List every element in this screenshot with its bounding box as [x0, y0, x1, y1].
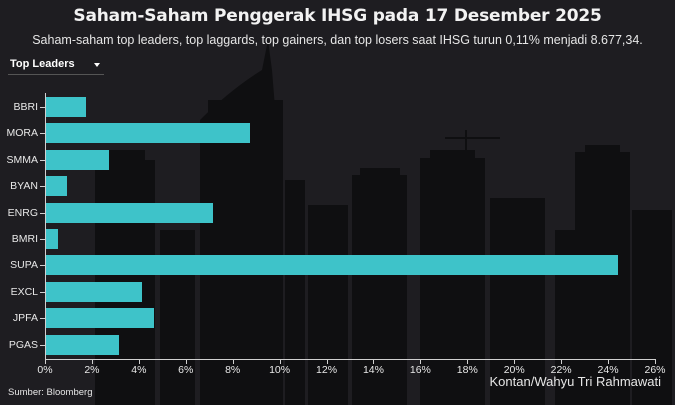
x-tick-label: 22% [550, 364, 572, 376]
bar-pgas[interactable] [46, 334, 119, 355]
category-label: MORA [6, 127, 39, 140]
x-tick [91, 360, 93, 364]
x-tick-label: 4% [131, 364, 147, 376]
x-tick-label: 14% [362, 364, 384, 376]
category-label: PGAS [8, 338, 38, 351]
y-tick [40, 212, 45, 214]
x-tick [467, 360, 469, 364]
x-tick [373, 360, 375, 364]
bar-enrg[interactable] [46, 202, 213, 223]
author-credit: Kontan/Wahyu Tri Rahmawati [489, 374, 661, 389]
chart-subtitle: Saham-saham top leaders, top laggards, t… [32, 33, 643, 47]
x-tick [420, 360, 422, 364]
category-label: BMRI [11, 233, 38, 245]
y-tick [40, 186, 45, 188]
x-tick-label: 12% [316, 364, 338, 376]
x-tick-label: 24% [597, 364, 619, 376]
category-label: ENRG [7, 206, 38, 219]
y-tick [40, 318, 45, 320]
category-label: EXCL [10, 285, 38, 298]
category-label: JPFA [12, 312, 38, 325]
category-label: BBRI [13, 101, 38, 113]
bar-supa[interactable] [46, 255, 618, 276]
y-tick [40, 239, 45, 240]
x-tick [655, 360, 656, 364]
bar-bmri[interactable] [46, 229, 58, 249]
category-label: SUPA [10, 259, 38, 272]
bar-byan[interactable] [46, 176, 67, 197]
x-tick-label: 6% [178, 364, 194, 376]
bar-bbri[interactable] [46, 97, 86, 117]
category-label: SMMA [6, 153, 39, 166]
x-tick-label: 8% [225, 364, 241, 376]
x-tick-label: 16% [409, 364, 431, 376]
category-label: BYAN [10, 180, 38, 193]
bar-smma[interactable] [46, 149, 109, 170]
x-tick-label: 20% [503, 364, 525, 376]
x-axis-line [45, 359, 656, 360]
y-tick [40, 344, 45, 346]
x-tick [279, 360, 281, 364]
x-tick [185, 360, 187, 364]
x-tick-label: 18% [456, 364, 478, 376]
x-tick [45, 360, 46, 364]
y-tick [40, 291, 45, 293]
x-tick [561, 360, 563, 364]
y-tick [40, 159, 45, 161]
x-tick [232, 360, 234, 364]
y-tick [40, 265, 45, 267]
x-tick [326, 360, 328, 364]
y-tick [40, 133, 45, 135]
x-tick [514, 360, 516, 364]
y-tick [40, 107, 45, 108]
x-tick-label: 2% [84, 364, 100, 376]
chart-title: Saham-Saham Penggerak IHSG pada 17 Desem… [73, 6, 602, 26]
caret-down-icon [94, 63, 100, 67]
x-tick-label: 26% [644, 364, 666, 376]
bar-mora[interactable] [46, 123, 250, 144]
category-dropdown[interactable]: Top Leaders [8, 56, 104, 75]
x-tick [138, 360, 140, 364]
x-tick-label: 10% [269, 364, 291, 376]
bar-excl[interactable] [46, 281, 142, 302]
source-note: Sumber: Bloomberg [8, 387, 93, 398]
x-tick-label: 0% [37, 364, 53, 376]
bar-jpfa[interactable] [46, 308, 154, 329]
x-tick [608, 360, 610, 364]
y-axis-line [45, 93, 46, 359]
dropdown-selected-label: Top Leaders [10, 58, 75, 70]
